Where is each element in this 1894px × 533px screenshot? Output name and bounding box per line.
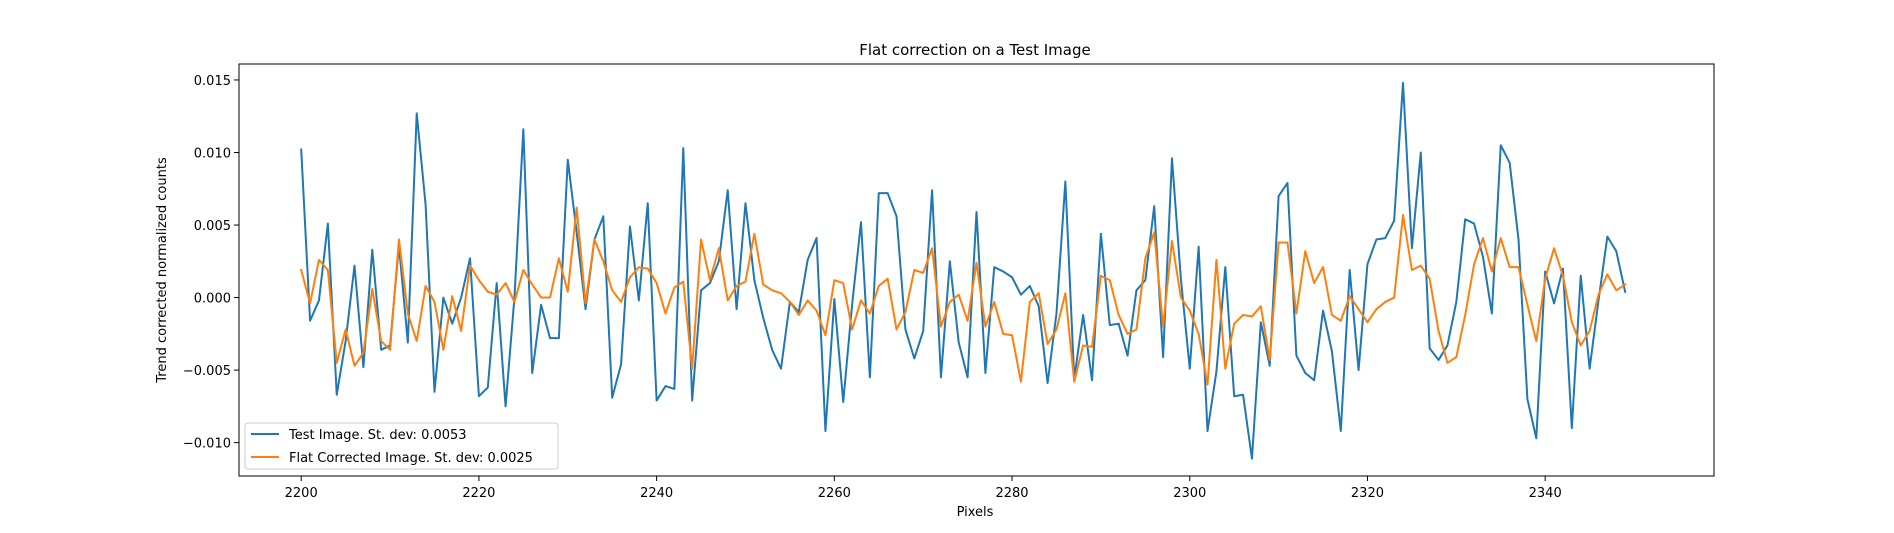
y-tick-label: 0.010: [194, 146, 231, 161]
y-tick-label: 0.005: [194, 219, 231, 234]
x-tick-label: 2200: [285, 486, 318, 501]
y-axis-label: Trend corrected normalized counts: [155, 157, 170, 384]
series-line-0: [300, 81, 1627, 460]
x-tick-label: 2340: [1529, 486, 1562, 501]
x-axis: 2200 2220 2240 2260 2280 2300 2320 2340: [285, 476, 1562, 501]
y-tick-label: −0.005: [183, 364, 231, 379]
legend-label-flat-corrected: Flat Corrected Image. St. dev: 0.0025: [289, 451, 533, 466]
legend: Test Image. St. dev: 0.0053 Flat Correct…: [244, 422, 559, 470]
y-tick-label: 0.000: [194, 292, 231, 307]
y-axis: −0.010 −0.005 0.000 0.005 0.010 0.015: [183, 74, 239, 452]
chart-title: Flat correction on a Test Image: [859, 41, 1090, 59]
x-tick-label: 2240: [640, 486, 673, 501]
plot-frame: [238, 63, 1715, 477]
y-tick-label: −0.010: [183, 437, 231, 452]
x-tick-label: 2280: [995, 486, 1028, 501]
x-tick-label: 2220: [462, 486, 495, 501]
y-tick-label: 0.015: [194, 74, 231, 89]
x-tick-label: 2260: [818, 486, 851, 501]
plot-area: [299, 81, 1627, 460]
legend-label-test-image: Test Image. St. dev: 0.0053: [288, 428, 467, 443]
x-tick-label: 2320: [1351, 486, 1384, 501]
series-line-1: [299, 206, 1627, 386]
x-tick-label: 2300: [1173, 486, 1206, 501]
x-axis-label: Pixels: [957, 505, 994, 520]
legend-box: [244, 422, 559, 470]
